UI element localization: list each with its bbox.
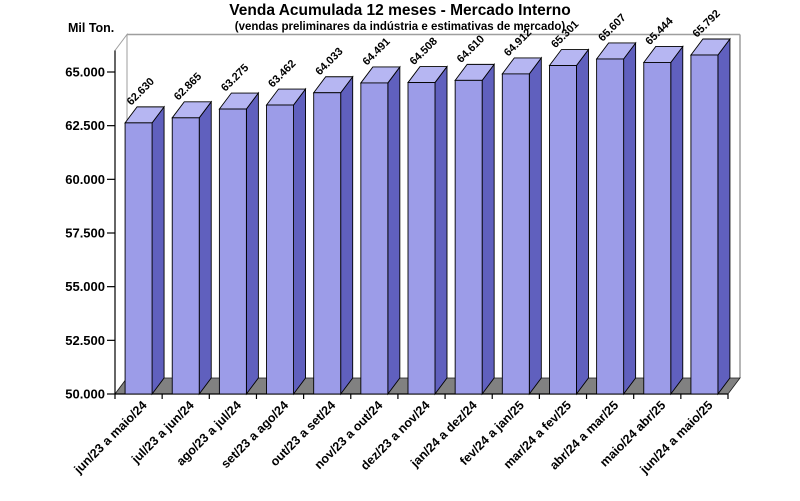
y-tick-label: 62.500	[65, 118, 105, 133]
bar	[643, 62, 672, 395]
y-tick-label: 52.500	[65, 333, 105, 348]
bar-side-face	[151, 105, 165, 396]
bar	[171, 117, 200, 395]
y-axis-title: Mil Ton.	[68, 21, 115, 35]
bar-side-face	[623, 41, 637, 396]
bar-value-label: 64.508	[408, 35, 440, 67]
bar-side-face	[528, 56, 542, 396]
y-tick-label: 65.000	[65, 65, 105, 80]
bar-value-label: 65.444	[643, 15, 676, 48]
bar	[218, 108, 247, 395]
y-tick-label: 50.000	[65, 387, 105, 402]
bar-side-face	[434, 65, 448, 396]
bar-side-face	[387, 65, 401, 396]
bar-side-face	[340, 75, 354, 396]
bar-value-label: 65.792	[691, 8, 723, 40]
bar-side-face	[481, 63, 495, 396]
y-tick-label: 60.000	[65, 172, 105, 187]
y-tick-label: 57.500	[65, 226, 105, 241]
bar-side-face	[717, 37, 731, 396]
bar	[501, 73, 530, 395]
bar	[124, 122, 153, 395]
y-tick-label: 55.000	[65, 279, 105, 294]
bar-value-label: 63.462	[266, 58, 298, 90]
bar-side-face	[245, 91, 259, 396]
bar	[690, 54, 719, 395]
bar-value-label: 62.865	[172, 71, 204, 103]
bar-side-face	[670, 45, 684, 396]
bar-value-label: 62.630	[125, 76, 157, 108]
bar-side-face	[576, 48, 589, 396]
bar-value-label: 64.491	[360, 36, 392, 68]
bar-value-label: 65.607	[596, 12, 628, 44]
bar-value-label: 64.610	[455, 33, 487, 65]
bar-side-face	[198, 100, 212, 396]
bar-value-label: 64.033	[313, 46, 345, 78]
chart-title: Venda Acumulada 12 meses - Mercado Inter…	[229, 2, 571, 19]
bar-value-label: 64.912	[502, 27, 534, 59]
bar	[313, 92, 342, 395]
bar	[454, 79, 483, 395]
bar	[549, 65, 577, 395]
bar	[266, 104, 294, 395]
bar-side-face	[293, 87, 306, 396]
bar	[596, 58, 625, 395]
bar	[360, 82, 389, 395]
bar	[407, 82, 436, 395]
bar-value-label: 63.275	[219, 62, 251, 94]
chart-subtitle: (vendas preliminares da indústria e esti…	[234, 21, 566, 33]
